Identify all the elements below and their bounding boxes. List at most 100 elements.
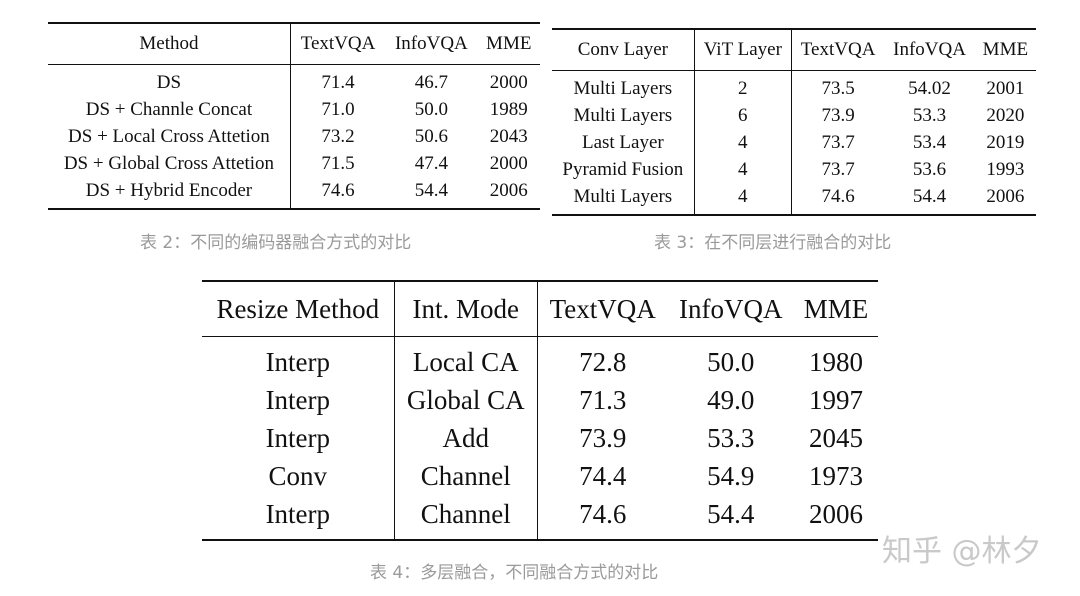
table-row: Last Layer 4 73.7 53.4 2019 [552, 129, 1036, 156]
table-row: DS + Hybrid Encoder 74.6 54.4 2006 [48, 177, 540, 209]
table-cell: 2 [694, 70, 792, 102]
table-3-caption: 表 3：在不同层进行融合的对比 [654, 233, 892, 253]
table-cell: 73.5 [821, 77, 855, 99]
table-cell: 2001 [986, 77, 1025, 99]
table-row: DS + Global Cross Attetion 71.5 47.4 200… [48, 150, 540, 177]
table-cell: Channel [394, 457, 538, 495]
table-cell: 53.3 [912, 104, 947, 126]
table-row: Multi Layers 6 73.9 53.3 2020 [552, 102, 1036, 129]
table-row: Pyramid Fusion 4 73.7 53.6 1993 [552, 156, 1036, 183]
table-row: DS + Channle Concat 71.0 50.0 1989 [48, 96, 540, 123]
table-cell: 4 [694, 156, 792, 183]
table-cell: DS + Global Cross Attetion [48, 150, 291, 177]
table-row: DS + Local Cross Attetion 73.2 50.6 2043 [48, 123, 540, 150]
table-cell: 6 [694, 102, 792, 129]
column-header: TextVQA [290, 23, 386, 65]
table-cell: 72.8 [579, 346, 627, 377]
encoder-fusion-table: Method TextVQA InfoVQA MME DS 71.4 46.7 … [48, 22, 540, 210]
table-cell: 54.4 [414, 179, 448, 201]
table-cell: Channel [394, 495, 538, 540]
column-header: ViT Layer [694, 29, 792, 71]
watermark: 知乎 @林夕 [882, 534, 1042, 569]
table-cell: 49.0 [707, 384, 755, 415]
table-cell: 2006 [986, 185, 1025, 207]
column-header: InfoVQA [667, 281, 795, 337]
column-header: TextVQA [537, 281, 668, 337]
table-cell: Add [394, 419, 538, 457]
table-cell: Last Layer [552, 129, 695, 156]
table-cell: 2019 [986, 131, 1025, 153]
table-cell: Multi Layers [552, 70, 695, 102]
table-2-caption: 表 2：不同的编码器融合方式的对比 [140, 233, 412, 253]
column-header: MME [794, 281, 878, 337]
table-3: Conv Layer ViT Layer TextVQA InfoVQA MME… [552, 28, 1036, 216]
table-cell: 54.02 [908, 77, 951, 99]
table-cell: 71.3 [579, 384, 627, 415]
table-cell: 1997 [809, 384, 864, 415]
column-header: TextVQA [791, 29, 885, 71]
table-cell: 54.4 [912, 185, 947, 207]
table-cell: DS + Hybrid Encoder [48, 177, 291, 209]
layer-fusion-table: Conv Layer ViT Layer TextVQA InfoVQA MME… [552, 28, 1036, 216]
table-cell: DS + Channle Concat [48, 96, 291, 123]
table-cell: 50.0 [414, 98, 448, 120]
table-cell: 2000 [489, 152, 528, 174]
table-cell: 50.0 [707, 346, 755, 377]
column-header: Conv Layer [552, 29, 695, 71]
table-4-caption: 表 4：多层融合，不同融合方式的对比 [370, 563, 659, 583]
table-2: Method TextVQA InfoVQA MME DS 71.4 46.7 … [48, 22, 540, 210]
table-cell: 2006 [809, 498, 864, 529]
table-row: Multi Layers 2 73.5 54.02 2001 [552, 70, 1036, 102]
multi-layer-fusion-table: Resize Method Int. Mode TextVQA InfoVQA … [202, 280, 878, 541]
table-cell: 1973 [809, 460, 864, 491]
column-header: Method [48, 23, 291, 65]
table-cell: Interp [202, 419, 395, 457]
table-cell: Pyramid Fusion [552, 156, 695, 183]
table-cell: 53.4 [912, 131, 947, 153]
table-cell: Interp [202, 495, 395, 540]
table-cell: 2045 [809, 422, 864, 453]
table-cell: 2006 [489, 179, 528, 201]
table-cell: DS + Local Cross Attetion [48, 123, 291, 150]
table-cell: 74.4 [579, 460, 627, 491]
table-cell: 47.4 [414, 152, 448, 174]
table-cell: 74.6 [579, 498, 627, 529]
table-row: Interp Local CA 72.8 50.0 1980 [202, 336, 878, 381]
table-cell: 1980 [809, 346, 864, 377]
table-cell: 71.4 [321, 71, 355, 93]
table-header-row: Conv Layer ViT Layer TextVQA InfoVQA MME [552, 29, 1036, 71]
table-cell: 1989 [489, 98, 528, 120]
table-cell: 73.9 [579, 422, 627, 453]
table-cell: 4 [694, 129, 792, 156]
table-cell: 74.6 [321, 179, 355, 201]
table-cell: Multi Layers [552, 102, 695, 129]
table-4: Resize Method Int. Mode TextVQA InfoVQA … [202, 280, 878, 541]
table-header-row: Resize Method Int. Mode TextVQA InfoVQA … [202, 281, 878, 337]
table-row: Interp Global CA 71.3 49.0 1997 [202, 381, 878, 419]
table-cell: Local CA [394, 336, 538, 381]
table-row: Interp Channel 74.6 54.4 2006 [202, 495, 878, 540]
table-cell: DS [48, 64, 291, 96]
table-cell: Multi Layers [552, 183, 695, 215]
table-cell: 54.4 [707, 498, 755, 529]
table-row: Interp Add 73.9 53.3 2045 [202, 419, 878, 457]
table-cell: Interp [202, 381, 395, 419]
table-cell: 73.9 [821, 104, 855, 126]
table-cell: 74.6 [821, 185, 855, 207]
table-cell: 71.0 [321, 98, 355, 120]
table-row: Conv Channel 74.4 54.9 1973 [202, 457, 878, 495]
table-cell: 53.3 [707, 422, 755, 453]
table-cell: Interp [202, 336, 395, 381]
table-cell: Conv [202, 457, 395, 495]
table-cell: 50.6 [414, 125, 448, 147]
table-cell: 2020 [986, 104, 1025, 126]
table-cell: 73.7 [821, 131, 855, 153]
column-header: MME [974, 29, 1036, 71]
table-row: DS 71.4 46.7 2000 [48, 64, 540, 96]
table-row: Multi Layers 4 74.6 54.4 2006 [552, 183, 1036, 215]
table-cell: 73.7 [821, 158, 855, 180]
column-header: MME [477, 23, 540, 65]
table-cell: 71.5 [321, 152, 355, 174]
table-cell: 53.6 [912, 158, 947, 180]
column-header: InfoVQA [884, 29, 975, 71]
